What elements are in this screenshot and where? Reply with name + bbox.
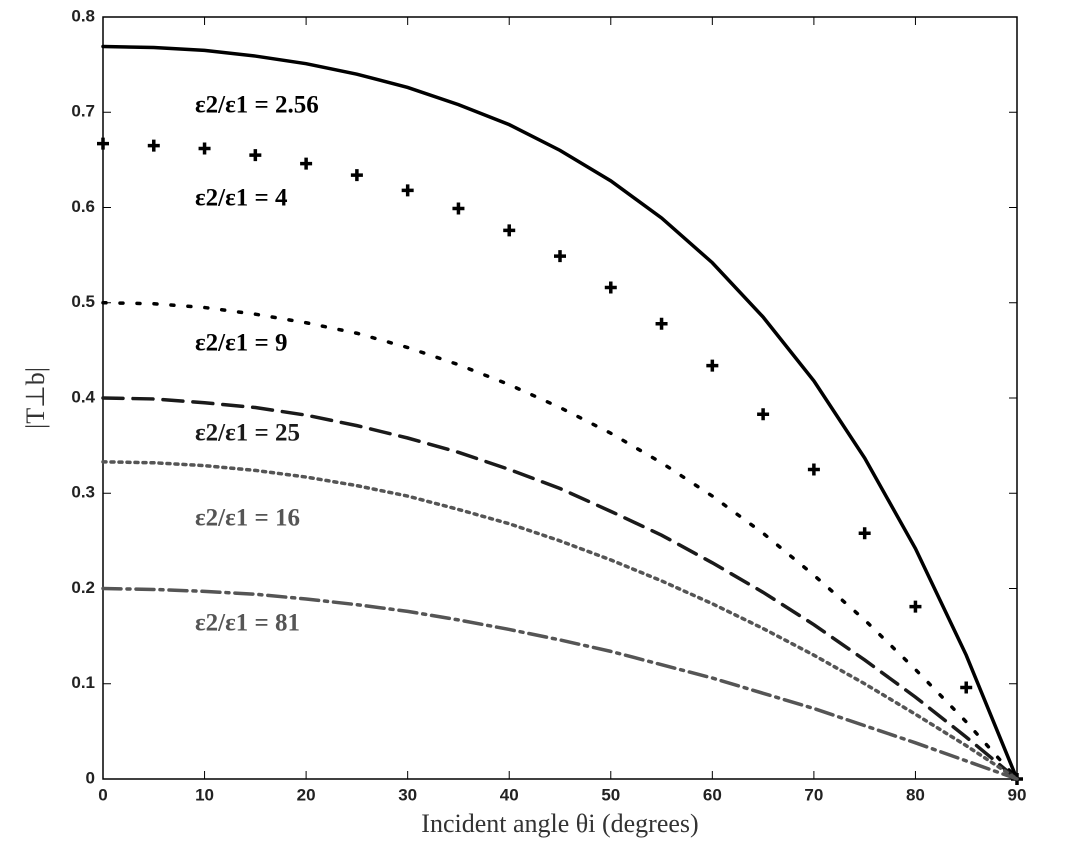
plus-marker bbox=[503, 224, 515, 236]
plus-marker bbox=[808, 463, 820, 475]
x-tick-label: 70 bbox=[804, 785, 823, 804]
plus-marker bbox=[402, 184, 414, 196]
x-tick-label: 10 bbox=[195, 785, 214, 804]
plus-marker bbox=[859, 527, 871, 539]
y-tick-label: 0.4 bbox=[71, 387, 95, 406]
y-tick-label: 0.1 bbox=[71, 673, 95, 692]
plus-marker bbox=[249, 149, 261, 161]
x-tick-label: 0 bbox=[98, 785, 107, 804]
curve-label: ε2/ε1 = 4 bbox=[195, 185, 288, 212]
chart: Incident angle θi (degrees) |T⊥b| 0 10 20 3… bbox=[0, 0, 1080, 845]
curve-label: ε2/ε1 = 2.56 bbox=[195, 92, 319, 119]
plus-marker bbox=[706, 360, 718, 372]
plus-marker bbox=[351, 169, 363, 181]
plus-marker bbox=[960, 682, 972, 694]
plus-marker bbox=[148, 140, 160, 152]
curve-label: ε2/ε1 = 9 bbox=[195, 330, 288, 357]
plus-marker bbox=[656, 318, 668, 330]
x-tick-label: 60 bbox=[703, 785, 722, 804]
x-tick-label: 50 bbox=[601, 785, 620, 804]
plus-marker bbox=[452, 202, 464, 214]
x-tick-label: 20 bbox=[297, 785, 316, 804]
plus-marker bbox=[300, 158, 312, 170]
curve-label: ε2/ε1 = 25 bbox=[195, 420, 300, 447]
plus-marker bbox=[605, 282, 617, 294]
y-tick-label: 0.8 bbox=[71, 6, 95, 25]
plus-marker bbox=[757, 408, 769, 420]
series-line bbox=[103, 398, 1017, 779]
y-tick-label: 0.3 bbox=[71, 483, 95, 502]
plus-marker bbox=[199, 142, 211, 154]
y-tick-label: 0 bbox=[86, 768, 95, 787]
plus-marker bbox=[97, 138, 109, 150]
y-tick-label: 0.5 bbox=[71, 292, 95, 311]
curve-label: ε2/ε1 = 16 bbox=[195, 505, 300, 532]
plus-marker bbox=[909, 601, 921, 613]
x-tick-label: 90 bbox=[1008, 785, 1027, 804]
x-tick-label: 30 bbox=[398, 785, 417, 804]
curve-label: ε2/ε1 = 81 bbox=[195, 610, 300, 637]
x-axis-label: Incident angle θi (degrees) bbox=[421, 809, 698, 838]
series-line bbox=[103, 47, 1017, 779]
x-tick-label: 40 bbox=[500, 785, 519, 804]
x-tick-label: 80 bbox=[906, 785, 925, 804]
y-tick-label: 0.6 bbox=[71, 197, 95, 216]
y-tick-label: 0.2 bbox=[71, 578, 95, 597]
y-tick-label: 0.7 bbox=[71, 102, 95, 121]
plot-frame bbox=[103, 17, 1017, 779]
y-axis-label: |T⊥b| bbox=[21, 367, 50, 429]
plus-marker bbox=[554, 250, 566, 262]
